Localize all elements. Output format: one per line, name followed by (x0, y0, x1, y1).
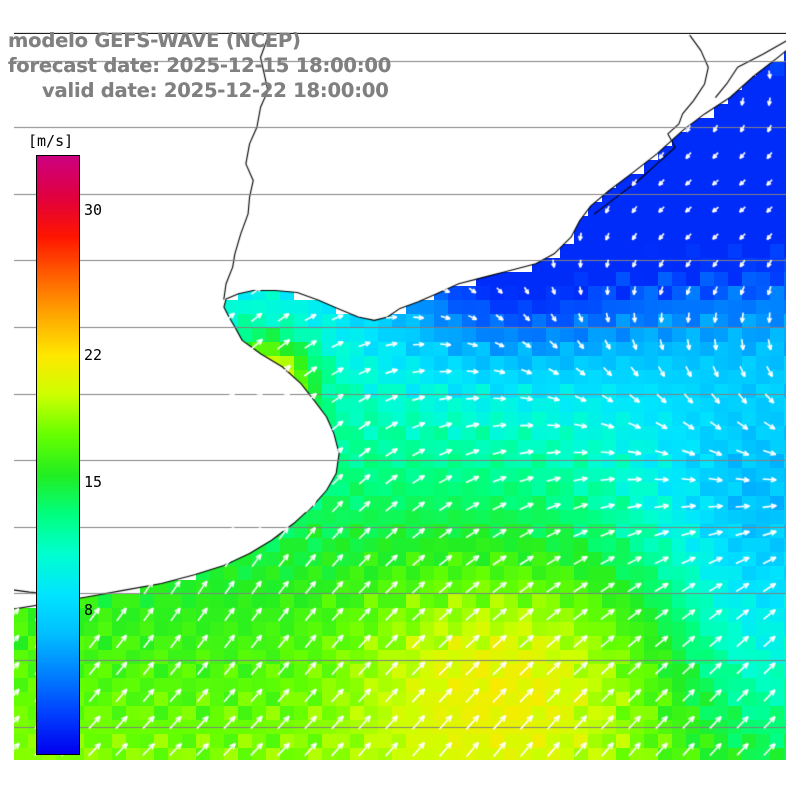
colorbar-gradient (37, 156, 79, 754)
axis-top-ticks (0, 20, 800, 34)
colorbar-unit-label: [m/s] (28, 132, 74, 150)
axis-bottom-ticks (0, 760, 800, 776)
colorbar-tick-15: 15 (84, 473, 103, 492)
axis-right-ticks (786, 20, 800, 776)
colorbar-bar (36, 155, 80, 755)
colorbar-tick-22: 22 (84, 346, 103, 364)
wind-direction-arrows (0, 34, 800, 760)
map-plot-area (0, 34, 800, 760)
colorbar-tick-30: 30 (84, 200, 103, 219)
colorbar: [m/s] 30 22 15 8 (0, 0, 130, 800)
colorbar-tick-8: 8 (84, 600, 94, 619)
axis-left-ticks (0, 20, 14, 776)
